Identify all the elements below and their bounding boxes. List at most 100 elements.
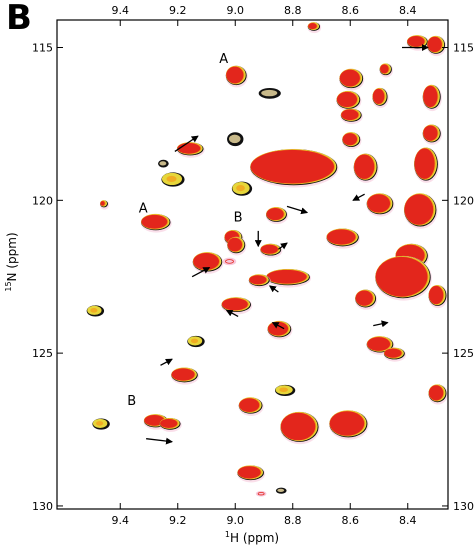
y-tick-label-left-0: 115 (32, 42, 53, 55)
peak-36 (355, 289, 378, 310)
peak-34 (248, 274, 271, 289)
peak-49 (329, 410, 369, 440)
peak-annotation-0: A (219, 52, 228, 67)
x-tick-label-bottom-0: 9.4 (112, 514, 130, 527)
y-tick-label-left-2: 125 (32, 347, 53, 360)
peak-46 (428, 384, 448, 405)
peak-33 (265, 268, 312, 288)
peak-0 (307, 22, 322, 34)
peak-43 (383, 347, 406, 362)
peak-17 (353, 153, 379, 183)
peak-45 (275, 384, 296, 396)
peak-24 (265, 206, 289, 225)
shift-arrow-0 (174, 135, 199, 152)
peak-40 (267, 320, 293, 340)
peak-7 (379, 63, 394, 78)
peaks-layer (86, 22, 448, 497)
peak-55 (255, 490, 267, 497)
peak-13 (342, 132, 362, 150)
y-tick-label-right-2: 125 (453, 347, 474, 360)
arrows-layer (146, 44, 429, 445)
peak-6 (340, 108, 363, 125)
shift-arrow-12 (146, 437, 173, 445)
peak-28 (326, 228, 360, 249)
y-tick-label-right-3: 130 (453, 500, 474, 513)
x-tick-label-bottom-1: 9.2 (169, 514, 187, 527)
peak-annotation-2: B (234, 211, 243, 226)
peak-9 (422, 84, 442, 112)
peak-3 (225, 65, 248, 88)
peak-25 (140, 213, 172, 233)
annotations-layer: A A B B (127, 52, 242, 409)
peak-23 (99, 200, 110, 210)
peak-1 (406, 35, 429, 51)
peak-16 (250, 148, 339, 188)
y-axis-label-superscript: 15 (4, 281, 13, 291)
peak-annotation-3: B (127, 394, 136, 409)
peak-22 (403, 193, 438, 229)
peak-54 (275, 487, 287, 494)
shift-arrow-4 (277, 242, 288, 250)
peak-27 (227, 236, 247, 256)
shift-arrow-11 (160, 358, 173, 366)
x-tick-label-top-1: 9.2 (169, 4, 187, 17)
peak-20 (231, 181, 253, 196)
peak-50 (92, 418, 110, 430)
peak-5 (336, 90, 362, 112)
peak-38 (86, 305, 105, 317)
peak-2 (426, 35, 447, 57)
y-axis-label-text: N (ppm) (5, 232, 19, 281)
peak-15 (158, 159, 169, 168)
x-tick-label-top-2: 9.0 (227, 4, 245, 17)
peak-14 (176, 142, 205, 158)
peak-4 (339, 68, 365, 91)
shift-arrow-9 (271, 321, 285, 330)
peak-35 (375, 255, 432, 301)
peak-44 (171, 367, 199, 385)
peak-30 (260, 243, 283, 258)
peak-41 (187, 335, 205, 348)
x-tick-label-top-5: 8.4 (399, 4, 417, 17)
shift-arrow-8 (225, 309, 239, 318)
x-axis-label: 1H (ppm) (225, 530, 279, 545)
shift-arrow-6 (191, 266, 211, 278)
peak-37 (428, 284, 448, 309)
peak-52 (159, 417, 182, 433)
y-tick-label-left-1: 120 (32, 194, 53, 207)
x-axis-label-text: H (ppm) (230, 531, 279, 545)
peak-51 (143, 414, 169, 430)
x-tick-label-top-0: 9.4 (112, 4, 130, 17)
peak-10 (422, 124, 442, 145)
x-tick-label-top-4: 8.6 (342, 4, 360, 17)
peak-18 (413, 147, 440, 183)
ticks-layer: 9.4 9.4 9.2 9.2 9.0 9.0 8.8 8.8 8.6 8.6 8.4 8.4 115 1… (32, 4, 474, 527)
peak-31 (192, 252, 224, 274)
shift-arrow-5 (352, 193, 365, 201)
shift-arrow-3 (286, 205, 309, 215)
peak-19 (161, 172, 185, 187)
peak-39 (221, 297, 253, 315)
y-tick-label-right-0: 115 (453, 42, 474, 55)
peak-53 (237, 465, 266, 483)
y-axis-label: 15N (ppm) (4, 232, 19, 291)
peak-32 (222, 257, 237, 266)
shift-arrow-10 (373, 320, 389, 328)
shift-arrow-7 (268, 285, 279, 293)
peak-11 (258, 87, 281, 99)
peak-annotation-1: A (139, 202, 148, 217)
x-axis-label-superscript: 1 (225, 530, 230, 539)
plot-frame (56, 19, 449, 510)
peak-48 (280, 411, 320, 445)
peak-21 (366, 193, 395, 217)
x-tick-label-top-3: 8.8 (284, 4, 302, 17)
y-tick-label-right-1: 120 (453, 194, 474, 207)
peak-47 (238, 397, 264, 416)
peak-8 (372, 87, 389, 109)
x-tick-label-bottom-4: 8.6 (342, 514, 360, 527)
y-tick-label-left-3: 130 (32, 500, 53, 513)
x-tick-label-bottom-5: 8.4 (399, 514, 417, 527)
panel-letter: B (6, 0, 32, 38)
peak-12 (227, 132, 244, 147)
